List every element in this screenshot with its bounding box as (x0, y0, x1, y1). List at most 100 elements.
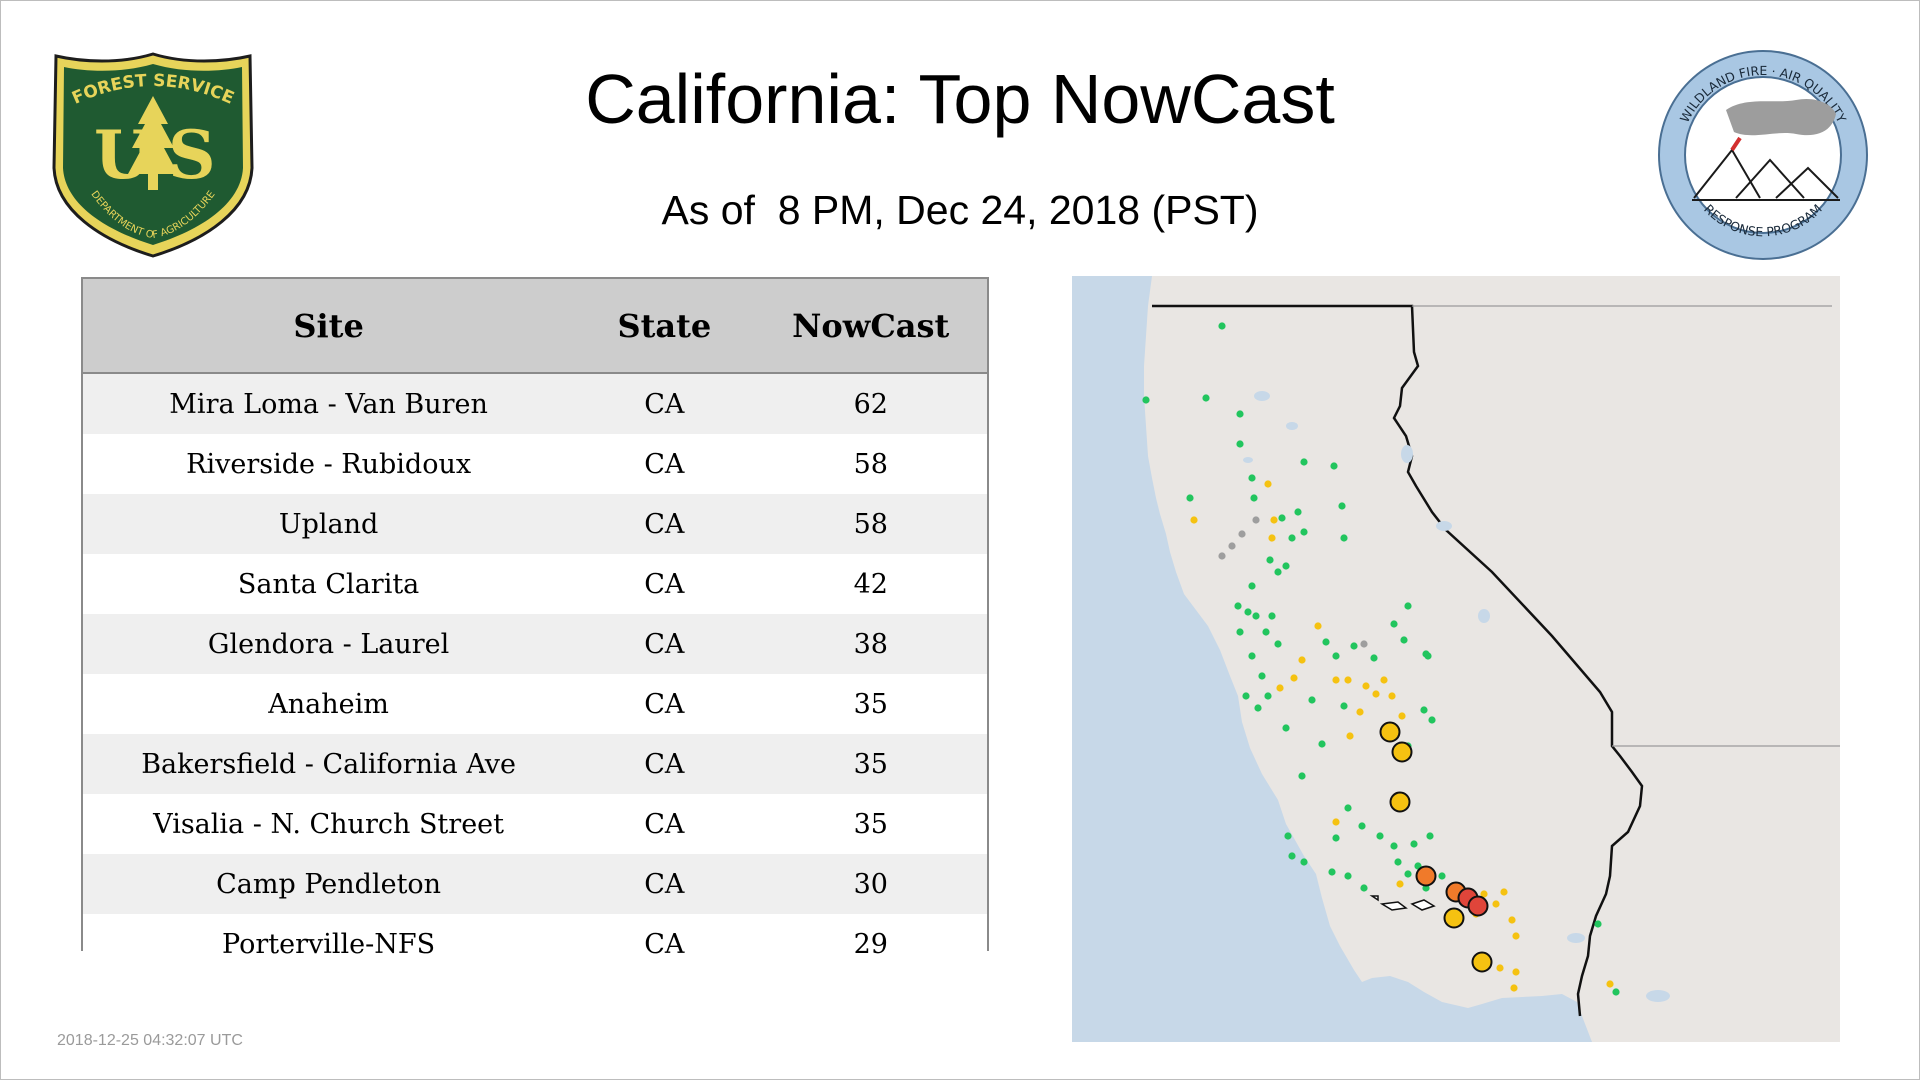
site-marker-good (1258, 672, 1266, 680)
site-marker-good (1308, 696, 1316, 704)
generated-timestamp: 2018-12-25 04:32:07 UTC (57, 1032, 243, 1049)
site-marker-good (1404, 870, 1412, 878)
cell-site: Anaheim (268, 688, 389, 720)
forest-service-logo: FOREST SERVICE DEPARTMENT OF AGRICULTURE… (52, 52, 254, 258)
flame-icon (1730, 136, 1742, 152)
site-marker-moderate (1508, 916, 1516, 924)
site-marker-good (1186, 494, 1194, 502)
site-marker-good (1340, 702, 1348, 710)
site-marker-good (1330, 462, 1338, 470)
top-site-marker-moderate (1379, 721, 1401, 743)
mountains-icon (1692, 148, 1840, 201)
page-subtitle: As of 8 PM, Dec 24, 2018 (PST) (661, 187, 1259, 233)
site-marker-good (1332, 834, 1340, 842)
site-marker-good (1264, 692, 1272, 700)
site-marker-good (1328, 868, 1336, 876)
site-marker-moderate (1510, 984, 1518, 992)
site-marker-moderate (1480, 890, 1488, 898)
site-marker-moderate (1492, 900, 1500, 908)
site-marker-moderate (1496, 964, 1504, 972)
site-marker-good (1420, 706, 1428, 714)
cell-site: Porterville-NFS (222, 928, 436, 960)
site-marker-good (1294, 508, 1302, 516)
cell-nowcast: 35 (853, 808, 888, 840)
site-marker-good (1278, 514, 1286, 522)
pine-tree-icon (128, 96, 178, 190)
site-marker-good (1390, 620, 1398, 628)
site-marker-good (1274, 640, 1282, 648)
table-row: Bakersfield - California Ave CA 35 (83, 734, 987, 794)
top-site-marker-moderate (1443, 907, 1465, 929)
site-marker-good (1282, 562, 1290, 570)
cell-site: Camp Pendleton (216, 868, 442, 900)
site-marker-good (1394, 858, 1402, 866)
site-marker-good (1234, 602, 1242, 610)
site-marker-nodata (1252, 516, 1260, 524)
site-marker-good (1390, 842, 1398, 850)
cell-nowcast: 38 (853, 628, 888, 660)
site-marker-moderate (1380, 676, 1388, 684)
cell-nowcast: 62 (853, 388, 888, 420)
page-title: California: Top NowCast (585, 60, 1335, 138)
site-marker-moderate (1332, 676, 1340, 684)
site-marker-good (1300, 458, 1308, 466)
cell-nowcast: 29 (853, 928, 888, 960)
site-marker-good (1236, 628, 1244, 636)
site-marker-good (1250, 494, 1258, 502)
top-nowcast-table: Site State NowCast Mira Loma - Van Buren… (81, 277, 989, 974)
top-site-marker-moderate (1391, 741, 1413, 763)
site-marker-good (1404, 602, 1412, 610)
top-site-marker-usg (1415, 865, 1437, 887)
site-marker-moderate (1356, 708, 1364, 716)
site-marker-moderate (1190, 516, 1198, 524)
site-marker-good (1400, 636, 1408, 644)
site-marker-good (1288, 852, 1296, 860)
cell-state: CA (644, 748, 685, 780)
site-marker-good (1242, 692, 1250, 700)
wildland-fire-logo: WILDLAND FIRE · AIR QUALITY RESPONSE PRO… (1658, 50, 1868, 260)
site-marker-good (1424, 652, 1432, 660)
site-marker-good (1298, 772, 1306, 780)
site-marker-good (1236, 410, 1244, 418)
top-site-marker-moderate (1389, 791, 1411, 813)
site-marker-good (1236, 440, 1244, 448)
site-marker-moderate (1346, 732, 1354, 740)
site-marker-good (1322, 638, 1330, 646)
site-marker-moderate (1276, 684, 1284, 692)
table-row: Upland CA 58 (83, 494, 987, 554)
cell-nowcast: 58 (853, 448, 888, 480)
site-marker-good (1252, 612, 1260, 620)
site-marker-good (1428, 716, 1436, 724)
site-marker-good (1248, 582, 1256, 590)
fs-letter-s: S (168, 116, 216, 194)
header-state: State (574, 279, 755, 374)
site-marker-good (1612, 988, 1620, 996)
state-borders (1152, 304, 1840, 1017)
top-site-marker-unhealthy (1467, 895, 1489, 917)
cell-site: Riverside - Rubidoux (186, 448, 472, 480)
smoke-icon (1726, 98, 1836, 136)
site-marker-moderate (1396, 880, 1404, 888)
site-marker-good (1410, 840, 1418, 848)
site-marker-nodata (1360, 640, 1368, 648)
site-marker-moderate (1314, 622, 1322, 630)
cell-nowcast: 30 (853, 868, 888, 900)
site-marker-good (1332, 652, 1340, 660)
site-marker-moderate (1332, 818, 1340, 826)
cell-site: Glendora - Laurel (207, 628, 450, 660)
site-marker-good (1244, 608, 1252, 616)
cell-state: CA (644, 868, 685, 900)
monitoring-sites (1142, 322, 1620, 996)
lakes (1243, 391, 1670, 1002)
site-marker-good (1344, 872, 1352, 880)
cell-nowcast: 35 (853, 748, 888, 780)
site-marker-good (1344, 804, 1352, 812)
islands (1369, 895, 1436, 911)
cell-state: CA (644, 508, 685, 540)
site-marker-moderate (1362, 682, 1370, 690)
site-marker-good (1142, 396, 1150, 404)
table-row: Anaheim CA 35 (83, 674, 987, 734)
cell-nowcast: 58 (853, 508, 888, 540)
site-marker-moderate (1344, 676, 1352, 684)
cell-site: Bakersfield - California Ave (141, 748, 516, 780)
